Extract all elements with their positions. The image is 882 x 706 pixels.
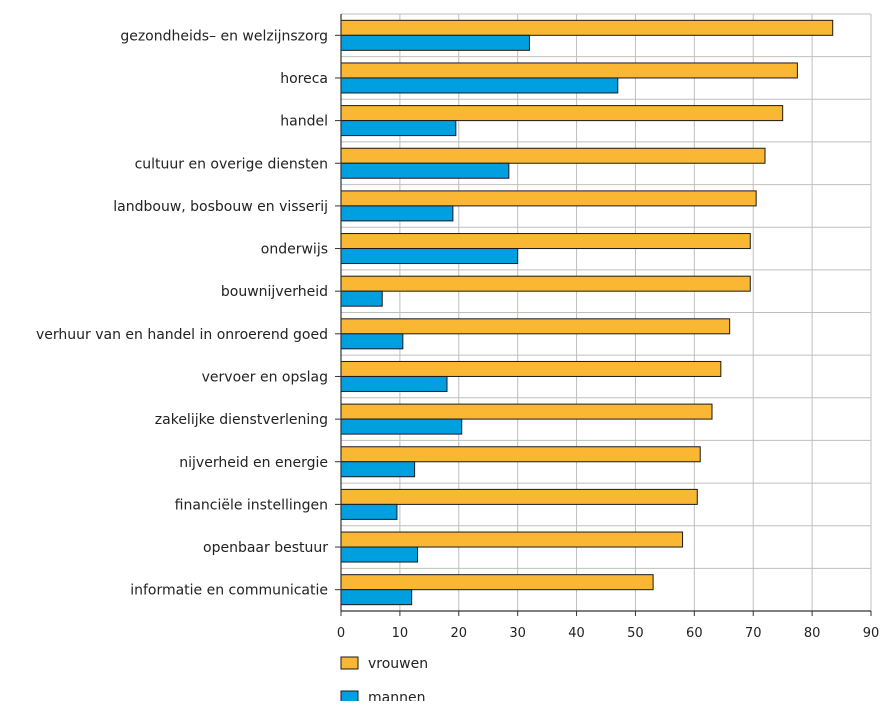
- bar-vrouwen: [340, 275, 751, 292]
- x-tick-label: 50: [627, 626, 644, 641]
- category-labels: gezondheids– en welzijnszorg horeca handel…: [36, 28, 328, 598]
- legend-swatch-vrouwen: [340, 656, 359, 670]
- x-tick-label: 40: [568, 626, 585, 641]
- bar-vrouwen: [340, 105, 784, 122]
- category-label: informatie en communicatie: [130, 583, 328, 599]
- x-tick-label: 90: [863, 626, 880, 641]
- bar-mannen: [340, 205, 454, 222]
- category-label: vervoer en opslag: [202, 369, 328, 385]
- axes: [335, 14, 872, 616]
- category-label: verhuur van en handel in onroerend goed: [36, 327, 328, 343]
- bar-vrouwen: [340, 531, 684, 548]
- bar-vrouwen: [340, 233, 751, 250]
- bar-mannen: [340, 503, 398, 520]
- bar-mannen: [340, 77, 619, 94]
- bar-vrouwen: [340, 574, 654, 591]
- bar-vrouwen: [340, 19, 834, 36]
- category-label: landbouw, bosbouw en visserij: [113, 199, 328, 215]
- x-tick-label: 20: [451, 626, 468, 641]
- bar-mannen: [340, 418, 463, 435]
- gridlines: [341, 13, 872, 611]
- bar-vrouwen: [340, 403, 713, 420]
- bar-vrouwen: [340, 318, 731, 335]
- bar-vrouwen: [340, 360, 722, 377]
- x-tick-label: 80: [804, 626, 821, 641]
- bar-mannen: [340, 290, 383, 307]
- bar-mannen: [340, 248, 519, 265]
- category-label: zakelijke dienstverlening: [155, 412, 328, 428]
- legend: vrouwen mannen: [340, 656, 428, 706]
- bar-mannen: [340, 461, 416, 478]
- x-tick-label: 10: [392, 626, 409, 641]
- bar-mannen: [340, 589, 413, 606]
- category-label: bouwnijverheid: [221, 284, 328, 300]
- bar-mannen: [340, 162, 510, 179]
- x-tick-label: 70: [745, 626, 762, 641]
- bar-vrouwen: [340, 147, 766, 164]
- category-label: handel: [280, 114, 328, 130]
- category-label: cultuur en overige diensten: [135, 156, 328, 172]
- bar-vrouwen: [340, 62, 798, 79]
- category-label: horeca: [280, 71, 328, 87]
- category-label: openbaar bestuur: [203, 540, 328, 556]
- category-label: gezondheids– en welzijnszorg: [120, 28, 328, 44]
- bar-mannen: [340, 120, 457, 137]
- x-tick-label: 60: [686, 626, 703, 641]
- bar-mannen: [340, 34, 530, 51]
- bars: [340, 19, 834, 606]
- bar-mannen: [340, 333, 404, 350]
- legend-label-vrouwen: vrouwen: [368, 656, 428, 672]
- bar-mannen: [340, 375, 448, 392]
- x-tick-label: 0: [337, 626, 345, 641]
- x-tick-label: 30: [509, 626, 526, 641]
- category-label: nijverheid en energie: [179, 455, 328, 471]
- bar-vrouwen: [340, 190, 757, 207]
- category-label: onderwijs: [261, 242, 328, 258]
- x-tick-labels: 0 10 20 30 40 50 60 70 80 90: [337, 626, 879, 641]
- category-label: financiële instellingen: [175, 497, 328, 513]
- bar-mannen: [340, 546, 419, 563]
- bar-vrouwen: [340, 488, 698, 505]
- legend-swatch-mannen: [340, 690, 359, 704]
- legend-label-mannen: mannen: [368, 690, 425, 701]
- bar-vrouwen: [340, 446, 701, 463]
